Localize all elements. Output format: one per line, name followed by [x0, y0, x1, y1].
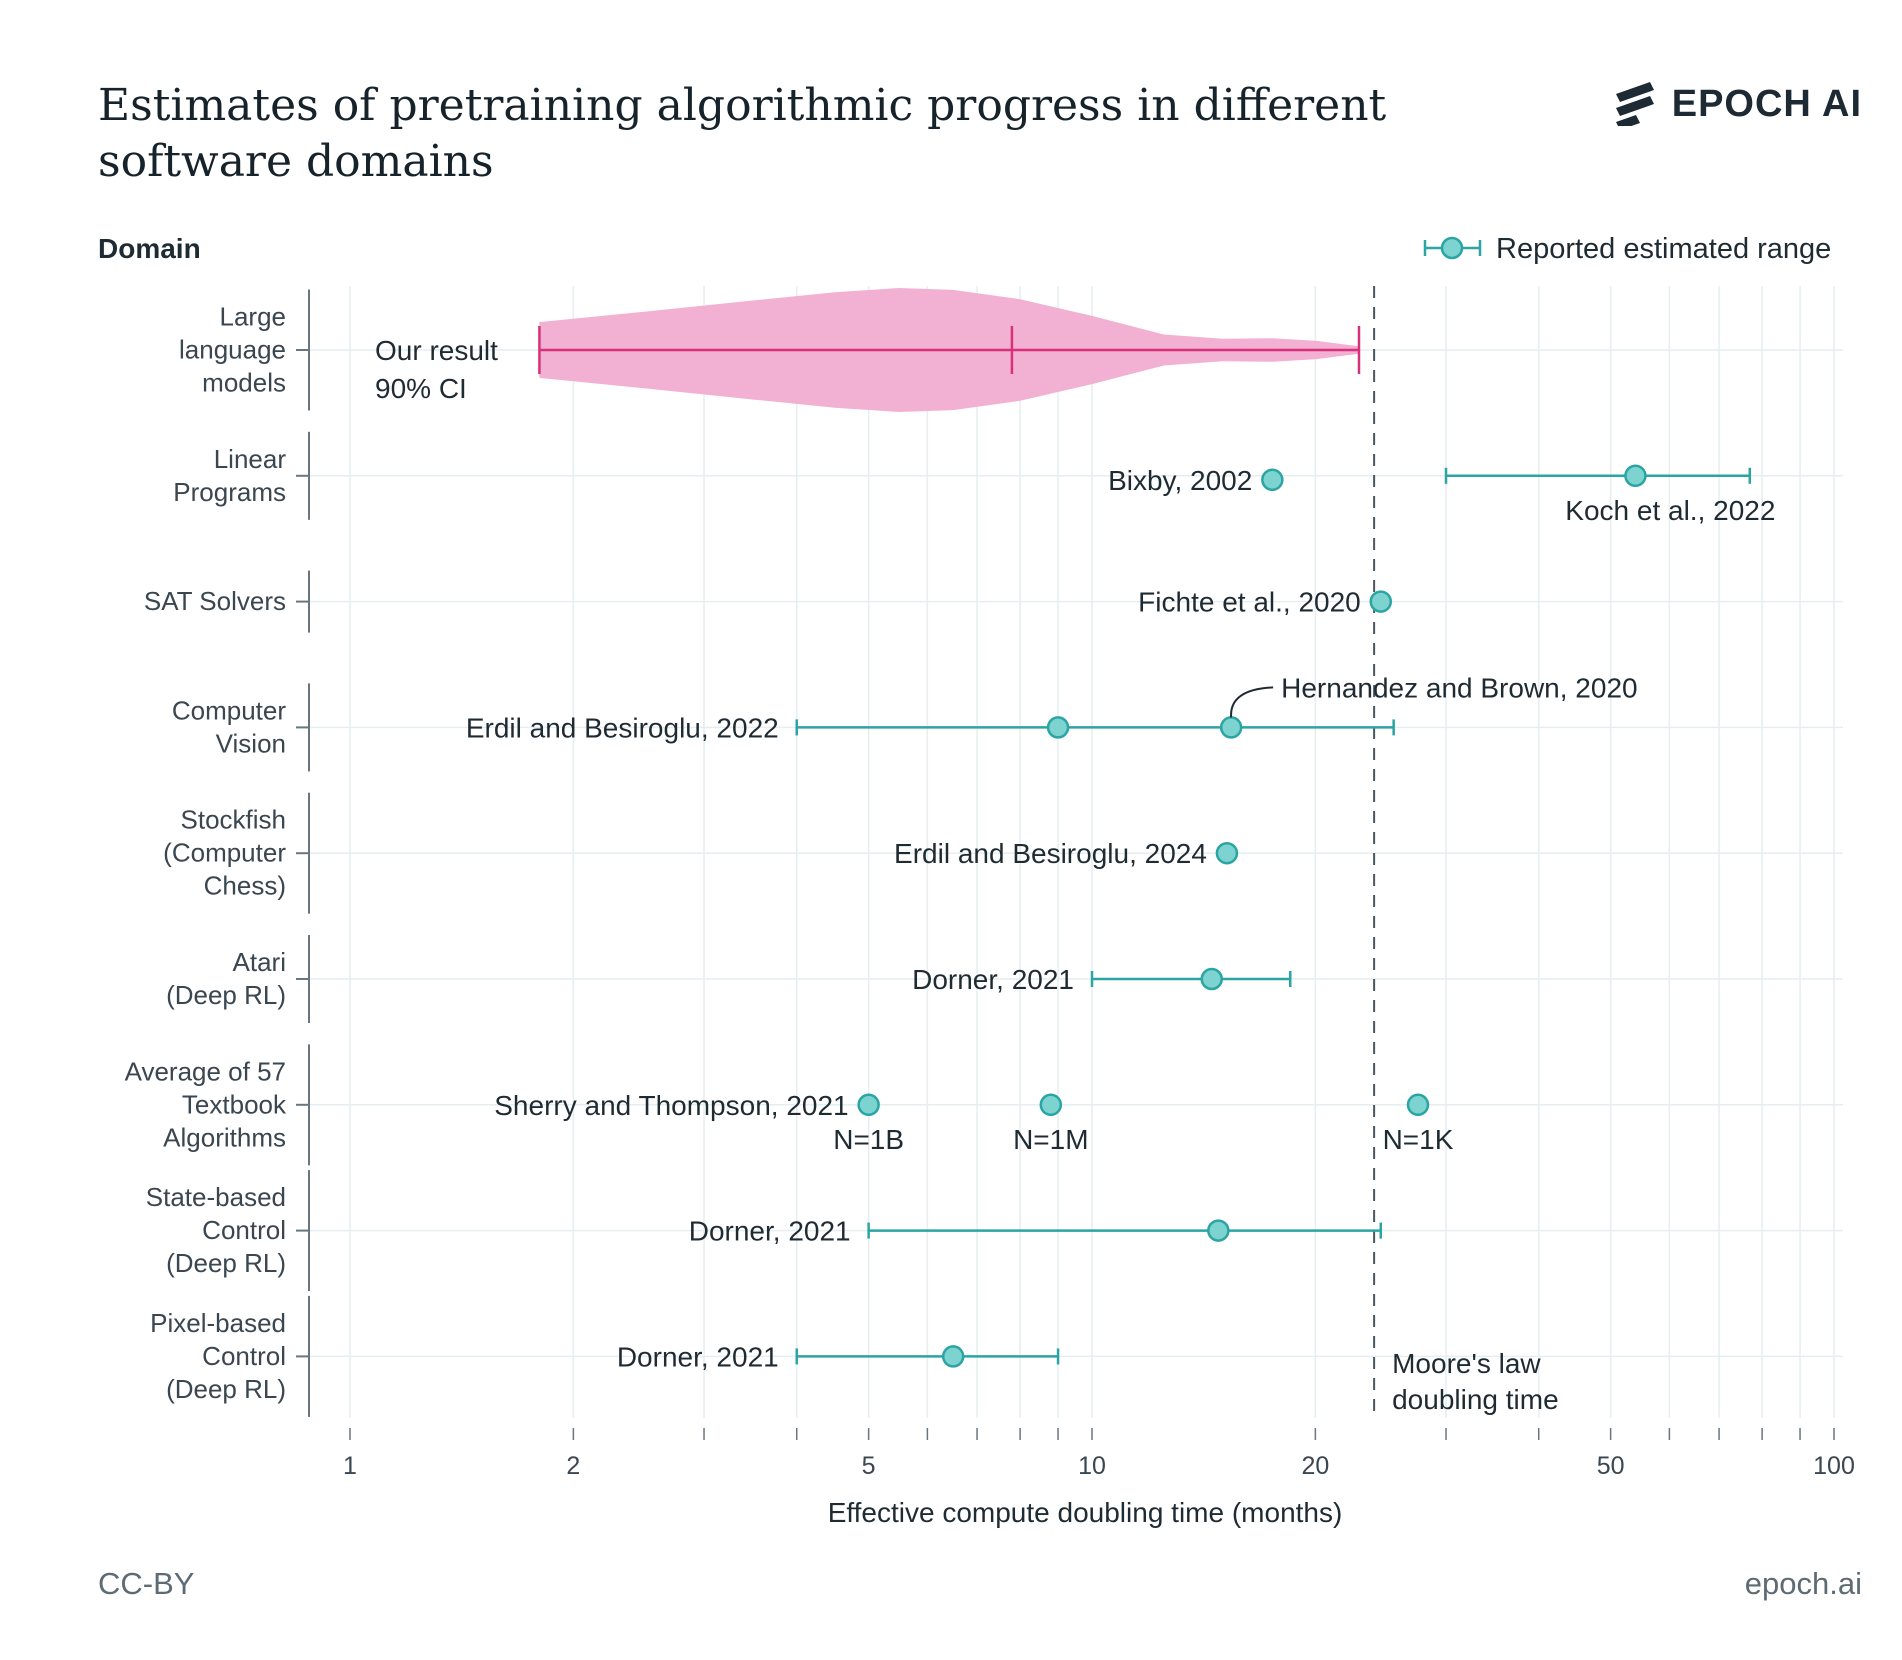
estimate-point	[1046, 716, 1070, 739]
domain-label: (Deep RL)	[166, 980, 286, 1010]
brand-logo[interactable]: EPOCH AI	[1612, 82, 1862, 126]
domain-label: Textbook	[182, 1089, 287, 1119]
estimate-label: Fichte et al., 2020	[1138, 587, 1361, 618]
domain-label: Average of 57	[125, 1056, 286, 1086]
legend-label: Reported estimated range	[1496, 233, 1831, 265]
estimate-label: Koch et al., 2022	[1565, 495, 1775, 526]
site-link[interactable]: epoch.ai	[1744, 1566, 1862, 1601]
domain-label: Programs	[173, 477, 286, 507]
estimate-label: Dorner, 2021	[912, 964, 1074, 995]
estimate-label: Hernandez and Brown, 2020	[1281, 672, 1637, 703]
domain-label: Chess)	[204, 871, 286, 901]
estimate-point	[1215, 841, 1239, 865]
x-tick-label: 20	[1301, 1452, 1329, 1480]
estimate-point	[941, 1345, 965, 1368]
estimate-point	[1219, 716, 1243, 739]
domain-label: Pixel-based	[150, 1308, 286, 1338]
x-tick-label: 5	[862, 1452, 876, 1480]
domain-label: (Deep RL)	[166, 1248, 286, 1278]
estimate-point	[1261, 468, 1284, 492]
domain-label: (Deep RL)	[166, 1374, 286, 1404]
estimate-point	[1207, 1219, 1230, 1242]
estimate-sublabel: N=1M	[1013, 1124, 1088, 1155]
our-result-ci-label: 90% CI	[375, 373, 467, 404]
domain-label: State-based	[146, 1182, 286, 1212]
estimate-point	[1039, 1093, 1063, 1117]
estimate-label: Erdil and Besiroglu, 2024	[894, 838, 1207, 869]
domain-label: models	[202, 368, 286, 398]
brand-name: EPOCH AI	[1671, 82, 1862, 125]
domain-label: Stockfish	[181, 805, 287, 835]
estimate-point	[1406, 1093, 1430, 1117]
estimate-point	[1200, 967, 1223, 991]
estimate-label: Dorner, 2021	[617, 1341, 779, 1372]
estimate-sublabel: N=1K	[1383, 1124, 1454, 1155]
estimate-label: Erdil and Besiroglu, 2022	[466, 712, 779, 743]
x-tick-label: 10	[1078, 1452, 1106, 1480]
domain-label: Large	[220, 302, 287, 332]
our-result-label: Our result	[375, 335, 498, 366]
estimate-label: Sherry and Thompson, 2021	[494, 1090, 848, 1121]
estimate-sublabel: N=1B	[833, 1124, 904, 1155]
x-tick-label: 1	[343, 1452, 357, 1480]
domain-label: language	[179, 335, 286, 365]
domain-label: SAT Solvers	[144, 586, 286, 616]
callout-leader-line	[1230, 686, 1274, 718]
domain-label: Control	[202, 1341, 286, 1371]
chart-title: Estimates of pretraining algorithmic pro…	[98, 80, 1387, 187]
estimate-point	[857, 1093, 880, 1117]
legend-marker	[1440, 236, 1464, 260]
x-tick-label: 2	[566, 1452, 580, 1480]
x-tick-label: 50	[1597, 1452, 1625, 1480]
domain-label: Computer	[172, 695, 286, 725]
estimate-label: Dorner, 2021	[689, 1216, 851, 1247]
domain-label: Linear	[214, 444, 287, 474]
x-axis-title: Effective compute doubling time (months)	[828, 1497, 1343, 1528]
domain-label: Control	[202, 1215, 286, 1245]
license-label: CC-BY	[98, 1566, 195, 1601]
epoch-logo-icon	[1615, 82, 1654, 126]
domain-label: (Computer	[163, 838, 286, 868]
moores-law-label: Moore's law	[1392, 1348, 1541, 1379]
estimate-point	[1624, 464, 1647, 488]
estimate-label: Bixby, 2002	[1108, 465, 1252, 496]
y-axis-title: Domain	[98, 233, 201, 264]
moores-law-label: doubling time	[1392, 1384, 1559, 1415]
estimate-point	[1369, 590, 1393, 613]
domain-label: Vision	[216, 728, 286, 758]
x-tick-label: 100	[1813, 1452, 1855, 1480]
domain-label: Algorithms	[163, 1122, 286, 1152]
domain-label: Atari	[233, 947, 286, 977]
